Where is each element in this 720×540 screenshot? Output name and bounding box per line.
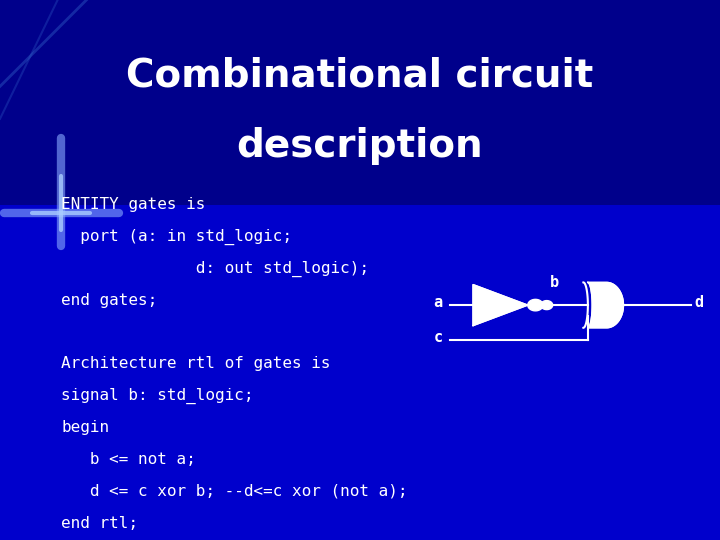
Text: b: b (550, 275, 559, 290)
Text: ENTITY gates is: ENTITY gates is (61, 197, 206, 212)
Text: signal b: std_logic;: signal b: std_logic; (61, 388, 253, 404)
Text: d: d (695, 295, 704, 310)
Text: port (a: in std_logic;: port (a: in std_logic; (61, 229, 292, 245)
Polygon shape (473, 285, 528, 326)
Text: d <= c xor b; --d<=c xor (not a);: d <= c xor b; --d<=c xor (not a); (61, 484, 408, 499)
Text: begin: begin (61, 420, 109, 435)
Text: description: description (237, 127, 483, 165)
Bar (0, 0, 720, 205)
Polygon shape (588, 282, 624, 328)
Text: end gates;: end gates; (61, 293, 158, 308)
Text: b <= not a;: b <= not a; (61, 452, 196, 467)
Polygon shape (541, 301, 553, 309)
Text: d: out std_logic);: d: out std_logic); (61, 261, 369, 277)
Text: c: c (433, 330, 443, 345)
Text: end rtl;: end rtl; (61, 516, 138, 531)
Text: a: a (433, 295, 443, 310)
Text: Architecture rtl of gates is: Architecture rtl of gates is (61, 356, 330, 372)
Polygon shape (528, 299, 543, 311)
Text: Combinational circuit: Combinational circuit (127, 57, 593, 94)
